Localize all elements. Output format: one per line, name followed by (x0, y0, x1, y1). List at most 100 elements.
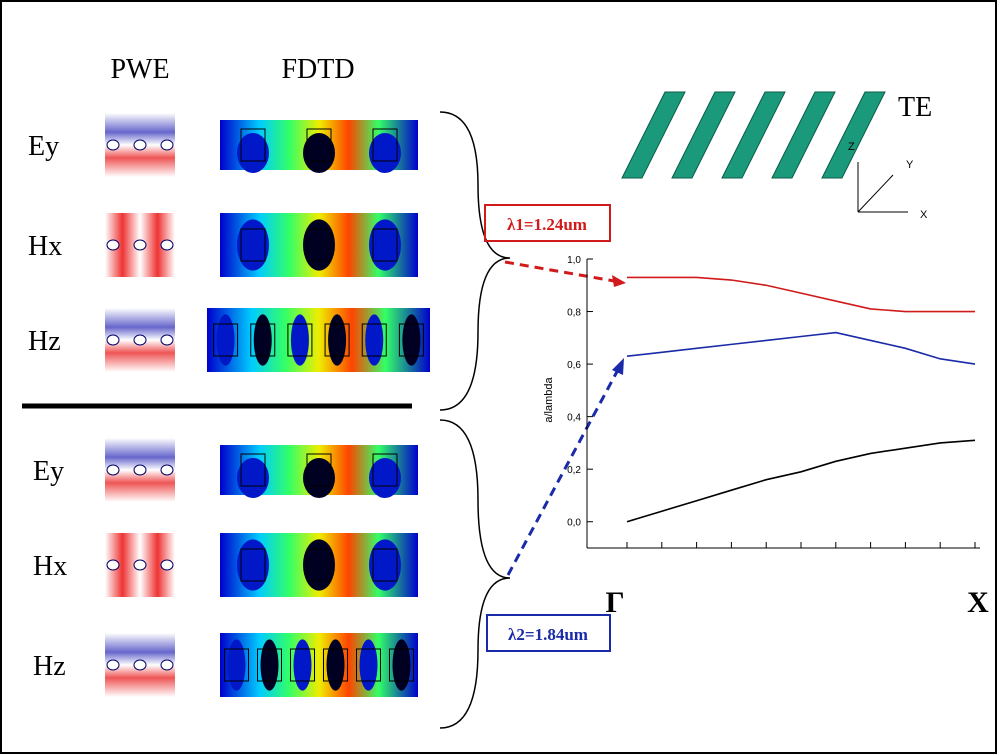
rod (106, 334, 120, 346)
grating (621, 91, 886, 179)
x-tick-label: Γ (605, 586, 624, 619)
rod-outline (290, 648, 315, 682)
rod (160, 464, 174, 476)
rod (106, 464, 120, 476)
rod (106, 139, 120, 151)
rod-outline (306, 128, 332, 162)
rod-outline (323, 648, 348, 682)
field-lobe (290, 314, 309, 366)
axis-x: X (920, 209, 928, 221)
rod-outline (224, 648, 249, 682)
lambda2-label: λ2=1.84um (508, 625, 588, 644)
rod-outline (240, 453, 266, 487)
rod (160, 239, 174, 251)
label-box (486, 614, 611, 652)
rod (133, 239, 147, 251)
arrow (506, 365, 622, 576)
y-tick-label: 1,0 (567, 255, 581, 266)
rod-outline (372, 128, 398, 162)
rod (133, 659, 147, 671)
polarization: TE (898, 92, 932, 123)
rod (133, 464, 147, 476)
rod-outline (287, 323, 313, 357)
rod-outline (257, 648, 282, 682)
row-label: Ey (33, 456, 64, 487)
field-lobe (260, 639, 279, 691)
row-label: Hz (28, 326, 61, 357)
fdtd-header: FDTD (281, 54, 354, 85)
field-lobe (369, 458, 401, 498)
rod (160, 659, 174, 671)
field-lobe (237, 458, 269, 498)
rod (106, 559, 120, 571)
y-tick-label: 0,2 (567, 465, 581, 476)
row-label: Hz (33, 651, 66, 682)
rod (106, 659, 120, 671)
axes-triad (857, 162, 908, 213)
field-lobe (369, 219, 401, 271)
pwe-header: PWE (110, 54, 169, 85)
y-tick-label: 0,6 (567, 360, 581, 371)
rod (160, 139, 174, 151)
field-lobe (303, 219, 335, 271)
field-lobe (365, 314, 384, 366)
band-line (626, 331, 976, 365)
row-label: Hx (28, 231, 62, 262)
arrow (504, 260, 621, 284)
rod (133, 559, 147, 571)
field-lobe (303, 133, 335, 173)
rod (133, 334, 147, 346)
rod-outline (356, 648, 381, 682)
band-line (627, 276, 975, 313)
rod-outline (240, 128, 266, 162)
rod-outline (306, 453, 332, 487)
band-line (626, 439, 976, 523)
field-lobe (237, 219, 269, 271)
x-tick-label: X (967, 586, 989, 619)
label-box (484, 204, 611, 242)
rod-outline (361, 323, 387, 357)
field-lobe (237, 539, 269, 591)
rod-outline (240, 228, 266, 262)
rod (106, 239, 120, 251)
field-lobe (237, 133, 269, 173)
rod (160, 334, 174, 346)
rod-outline (389, 648, 414, 682)
fdtd-panel (207, 308, 430, 372)
field-lobe (369, 539, 401, 591)
axis-y: Y (906, 159, 914, 171)
y-tick-label: 0,4 (567, 413, 581, 424)
field-lobe (369, 133, 401, 173)
field-lobe (253, 314, 272, 366)
field-lobe (359, 639, 378, 691)
arrowhead (612, 275, 626, 287)
rod-outline (306, 548, 332, 582)
y-tick-label: 0,0 (567, 518, 581, 529)
field-lobe (326, 639, 345, 691)
rod-outline (240, 548, 266, 582)
field-lobe (216, 314, 235, 366)
field-lobe (303, 539, 335, 591)
field-lobe (303, 458, 335, 498)
rod-outline (372, 453, 398, 487)
field-lobe (402, 314, 421, 366)
lambda1-label: λ1=1.24um (507, 215, 587, 234)
rod (160, 559, 174, 571)
y-axis-label: a/lambda (543, 376, 555, 422)
axis-z: Z (848, 141, 855, 153)
rod-outline (372, 548, 398, 582)
rod-outline (398, 323, 424, 357)
bracket (439, 111, 511, 411)
rod (133, 139, 147, 151)
y-tick-label: 0,8 (567, 308, 581, 319)
rod-outline (306, 228, 332, 262)
rod-outline (213, 323, 239, 357)
row-label: Hx (33, 551, 67, 582)
field-lobe (392, 639, 411, 691)
field-lobe (227, 639, 246, 691)
arrowhead (612, 358, 624, 375)
field-lobe (293, 639, 312, 691)
